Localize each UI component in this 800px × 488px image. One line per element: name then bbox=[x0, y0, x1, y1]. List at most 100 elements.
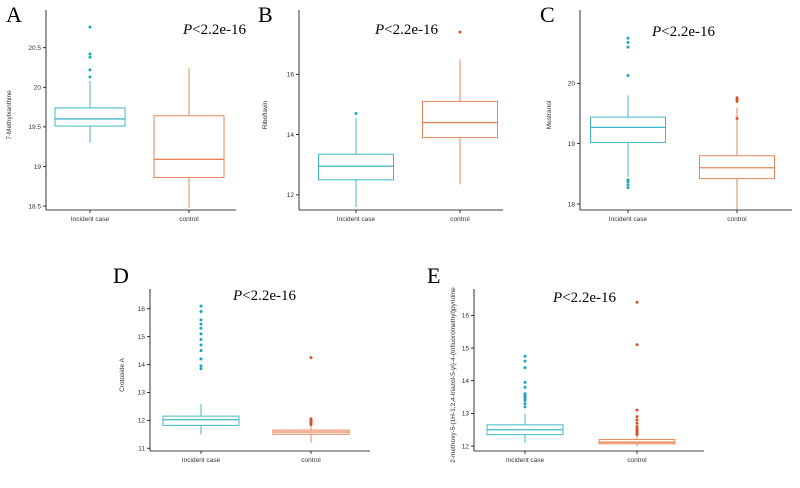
panel-letter: A bbox=[6, 2, 22, 27]
y-axis-title: Riboflavin bbox=[262, 100, 269, 129]
outlier-point bbox=[635, 408, 639, 412]
outlier-point bbox=[199, 367, 203, 371]
outlier-point bbox=[199, 332, 203, 336]
y-tick-label: 18.5 bbox=[28, 203, 41, 210]
iqr-box bbox=[590, 116, 666, 143]
outlier-point bbox=[626, 36, 630, 40]
box-control bbox=[598, 300, 676, 447]
outlier-point bbox=[635, 415, 639, 419]
box-incident-case bbox=[54, 25, 126, 143]
outlier-point bbox=[735, 96, 739, 100]
y-axis-title: 7-Methylxanthine bbox=[6, 90, 13, 140]
box-incident-case bbox=[486, 354, 564, 443]
p-value-label: P<2.2e-16 bbox=[232, 288, 297, 304]
iqr-box bbox=[318, 153, 394, 181]
y-axis-title: 2-methoxy-5-(1H-1,2,4-triazol-5-yl)-4-(t… bbox=[450, 287, 457, 463]
x-tick-label: control bbox=[301, 457, 321, 464]
y-tick-label: 12 bbox=[287, 192, 295, 199]
panel-letter: D bbox=[113, 263, 129, 288]
y-tick-label: 15 bbox=[138, 334, 146, 341]
outlier-point bbox=[199, 310, 203, 314]
outlier-point bbox=[626, 40, 630, 44]
box-control bbox=[272, 356, 350, 443]
iqr-box bbox=[54, 107, 126, 127]
outlier-point bbox=[199, 337, 203, 341]
y-tick-label: 14 bbox=[287, 132, 295, 139]
outlier-point bbox=[88, 25, 92, 29]
p-value-label: P<2.2e-16 bbox=[552, 290, 617, 306]
outlier-point bbox=[635, 421, 639, 425]
p-value-label: P<2.2e-16 bbox=[182, 22, 247, 38]
y-tick-label: 18 bbox=[568, 201, 576, 208]
x-tick-label: control bbox=[627, 457, 647, 464]
panel-letter: C bbox=[540, 2, 555, 27]
box-control bbox=[153, 68, 225, 208]
outlier-point bbox=[523, 380, 527, 384]
iqr-box bbox=[422, 100, 498, 139]
outlier-point bbox=[523, 402, 527, 406]
outlier-point bbox=[635, 300, 639, 304]
outlier-point bbox=[88, 55, 92, 59]
panel-d: D P<2.2e-16 11 12 13 14 15 16 Crotoside A Inciden… bbox=[113, 263, 370, 464]
y-tick-label: 20.5 bbox=[28, 45, 41, 52]
y-tick-label: 16 bbox=[462, 313, 470, 320]
outlier-point bbox=[199, 349, 203, 353]
outlier-point bbox=[309, 417, 313, 421]
panel-e: E P<2.2e-16 12 13 14 15 16 2-methoxy-5-(1H-1,2,… bbox=[427, 263, 704, 464]
y-tick-label: 19 bbox=[568, 141, 576, 148]
outlier-point bbox=[88, 68, 92, 72]
outlier-point bbox=[523, 354, 527, 358]
y-tick-label: 14 bbox=[138, 362, 146, 369]
y-tick-label: 20 bbox=[34, 85, 42, 92]
y-tick-label: 20 bbox=[568, 81, 576, 88]
panel-c: C P<2.2e-16 18 19 20 Mestranol Incident case co… bbox=[540, 2, 792, 223]
y-tick-label: 14 bbox=[462, 378, 470, 385]
outlier-point bbox=[735, 116, 739, 120]
outlier-point bbox=[523, 359, 527, 363]
panel-a: A P<2.2e-16 18.5 19 19.5 20 20.5 7-Methylxanthi… bbox=[6, 2, 247, 223]
x-tick-label: Incident case bbox=[609, 216, 648, 223]
panel-b: B P<2.2e-16 12 14 16 Riboflavin Incident case c… bbox=[258, 2, 503, 223]
y-tick-label: 12 bbox=[462, 443, 470, 450]
outlier-point bbox=[626, 183, 630, 187]
outlier-point bbox=[88, 52, 92, 56]
y-tick-label: 13 bbox=[138, 390, 146, 397]
x-tick-label: control bbox=[727, 216, 747, 223]
x-tick-label: Incident case bbox=[71, 216, 110, 223]
outlier-point bbox=[88, 75, 92, 79]
y-tick-label: 19.5 bbox=[28, 124, 41, 131]
outlier-point bbox=[199, 326, 203, 330]
p-value-label: P<2.2e-16 bbox=[374, 22, 439, 38]
p-value-label: P<2.2e-16 bbox=[651, 24, 716, 40]
outlier-point bbox=[199, 357, 203, 361]
y-tick-label: 15 bbox=[462, 345, 470, 352]
y-tick-label: 16 bbox=[287, 72, 295, 79]
outlier-point bbox=[523, 385, 527, 389]
y-tick-label: 16 bbox=[138, 306, 146, 313]
outlier-point bbox=[635, 424, 639, 428]
box-incident-case bbox=[318, 111, 394, 207]
outlier-point bbox=[523, 405, 527, 409]
x-tick-label: control bbox=[450, 216, 470, 223]
iqr-box bbox=[162, 415, 240, 426]
outlier-point bbox=[626, 186, 630, 190]
outlier-point bbox=[523, 366, 527, 370]
outlier-point bbox=[458, 30, 462, 34]
outlier-point bbox=[523, 392, 527, 396]
outlier-point bbox=[309, 356, 313, 360]
box-control bbox=[699, 96, 775, 212]
outlier-point bbox=[199, 318, 203, 322]
panel-letter: B bbox=[258, 2, 273, 27]
box-incident-case bbox=[162, 304, 240, 435]
y-tick-label: 19 bbox=[34, 164, 42, 171]
y-axis-title: Mestranol bbox=[546, 100, 553, 129]
outlier-point bbox=[626, 178, 630, 182]
outlier-point bbox=[199, 343, 203, 347]
x-tick-label: Incident case bbox=[337, 216, 376, 223]
outlier-point bbox=[635, 343, 639, 347]
x-tick-label: Incident case bbox=[506, 457, 545, 464]
outlier-point bbox=[635, 418, 639, 422]
x-tick-label: Incident case bbox=[182, 457, 221, 464]
y-axis-title: Crotoside A bbox=[119, 358, 126, 392]
